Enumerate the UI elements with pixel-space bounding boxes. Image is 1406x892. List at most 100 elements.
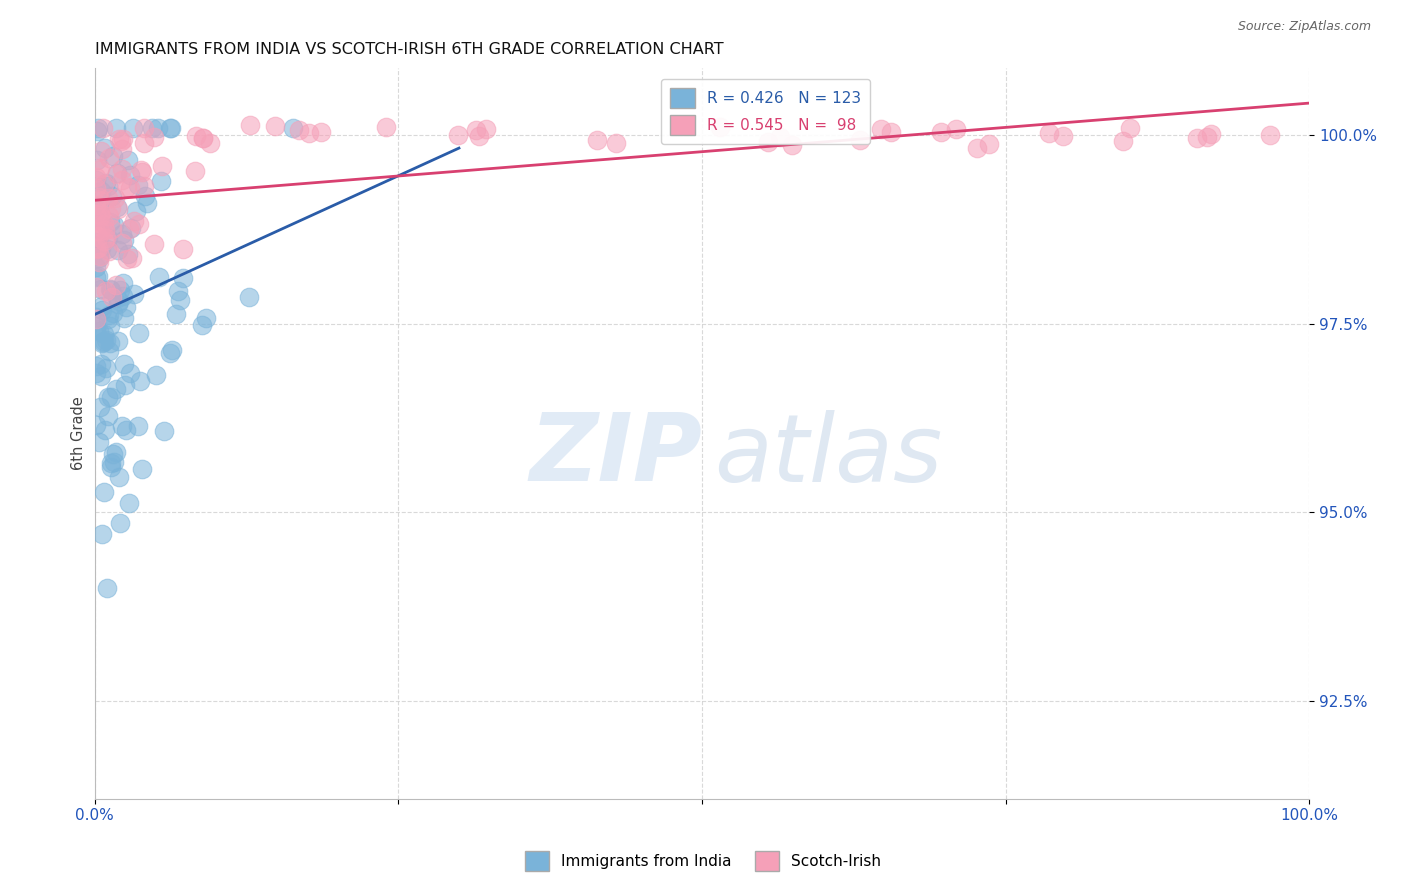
Point xyxy=(87,238,110,252)
Point xyxy=(110,235,132,250)
Point xyxy=(108,283,131,297)
Point xyxy=(89,208,111,222)
Point xyxy=(84,260,107,274)
Point xyxy=(100,390,122,404)
Point xyxy=(94,141,117,155)
Point xyxy=(931,125,953,139)
Point xyxy=(150,174,173,188)
Point xyxy=(87,255,110,269)
Point xyxy=(84,238,107,252)
Point xyxy=(769,129,792,144)
Point xyxy=(153,424,176,438)
Point xyxy=(110,134,132,148)
Point xyxy=(100,201,122,215)
Point xyxy=(90,241,112,255)
Point xyxy=(97,191,120,205)
Point xyxy=(97,390,120,404)
Point xyxy=(115,252,138,266)
Point xyxy=(97,312,120,326)
Point xyxy=(159,120,181,135)
Point xyxy=(86,153,108,167)
Point xyxy=(93,177,115,191)
Point xyxy=(89,193,111,207)
Point xyxy=(87,120,110,135)
Point xyxy=(103,218,125,232)
Point xyxy=(94,334,117,348)
Point xyxy=(150,159,173,173)
Point xyxy=(105,167,128,181)
Point xyxy=(191,318,214,332)
Point xyxy=(468,129,491,144)
Point xyxy=(84,311,107,326)
Point xyxy=(945,122,967,136)
Point xyxy=(84,170,107,185)
Point xyxy=(146,120,169,135)
Point xyxy=(111,289,134,303)
Point xyxy=(1195,129,1218,144)
Point xyxy=(105,277,128,292)
Point xyxy=(86,321,108,335)
Point xyxy=(90,368,112,383)
Point xyxy=(105,120,128,135)
Point xyxy=(184,163,207,178)
Point xyxy=(107,243,129,257)
Point xyxy=(103,455,125,469)
Point xyxy=(89,251,111,265)
Point xyxy=(90,357,112,371)
Text: Source: ZipAtlas.com: Source: ZipAtlas.com xyxy=(1237,20,1371,33)
Point xyxy=(84,242,107,256)
Point xyxy=(112,132,135,146)
Point xyxy=(100,459,122,474)
Point xyxy=(128,374,150,388)
Point xyxy=(114,424,136,438)
Point xyxy=(160,120,183,135)
Point xyxy=(709,120,731,135)
Point xyxy=(159,345,181,359)
Point xyxy=(94,223,117,237)
Point xyxy=(97,231,120,245)
Point xyxy=(966,141,988,155)
Point xyxy=(172,271,194,285)
Point xyxy=(141,120,163,135)
Point xyxy=(107,470,129,484)
Point xyxy=(134,179,156,194)
Point xyxy=(93,235,115,249)
Point xyxy=(780,138,803,153)
Point xyxy=(100,283,122,297)
Point xyxy=(118,495,141,509)
Point xyxy=(132,136,155,151)
Point xyxy=(105,166,128,180)
Point xyxy=(374,120,396,134)
Point xyxy=(91,335,114,350)
Point xyxy=(89,161,111,175)
Point xyxy=(87,210,110,224)
Point xyxy=(145,368,167,383)
Point xyxy=(238,290,260,304)
Point xyxy=(86,230,108,244)
Point xyxy=(87,235,110,250)
Point xyxy=(84,173,107,187)
Point xyxy=(111,227,134,241)
Point xyxy=(98,214,121,228)
Point xyxy=(121,252,143,266)
Point xyxy=(127,418,149,433)
Point xyxy=(84,359,107,373)
Point xyxy=(84,280,107,294)
Point xyxy=(87,249,110,263)
Point xyxy=(107,202,129,216)
Y-axis label: 6th Grade: 6th Grade xyxy=(72,396,86,470)
Point xyxy=(87,163,110,178)
Point xyxy=(298,126,321,140)
Point xyxy=(89,400,111,414)
Point xyxy=(84,417,107,432)
Point xyxy=(101,447,124,461)
Text: ZIP: ZIP xyxy=(529,409,702,501)
Point xyxy=(1112,134,1135,148)
Point xyxy=(1038,126,1060,140)
Point xyxy=(110,161,132,176)
Point xyxy=(117,153,139,168)
Point xyxy=(107,334,129,348)
Point xyxy=(447,128,470,142)
Point xyxy=(87,435,110,450)
Point xyxy=(465,123,488,137)
